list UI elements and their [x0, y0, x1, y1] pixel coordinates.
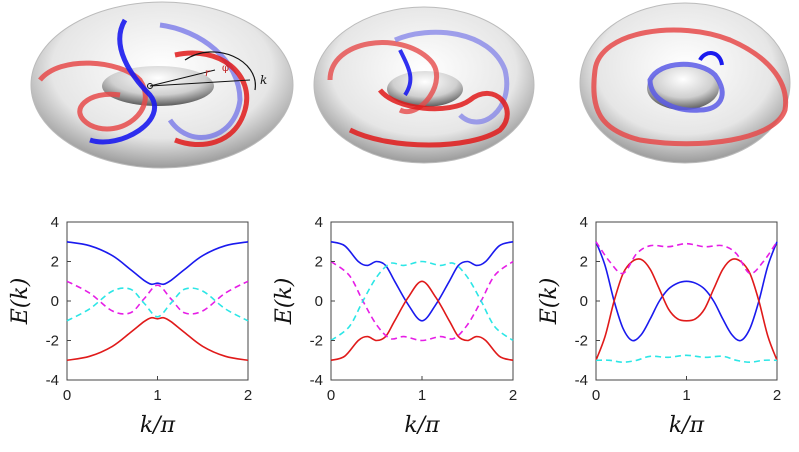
series-red-line [595, 258, 778, 361]
y-axis-label: E(k) [272, 278, 297, 326]
y-tick-label: 0 [580, 293, 588, 310]
series-red-line [66, 316, 249, 362]
x-tick-label: 2 [773, 387, 781, 404]
y-tick-label: 2 [51, 254, 59, 271]
series-group [595, 241, 778, 364]
y-axis-label: E(k) [537, 278, 562, 326]
y-tick-label: -4 [310, 372, 323, 389]
y-tick-label: 2 [315, 254, 323, 271]
series-blue-line [330, 241, 514, 322]
x-tick-label: 1 [682, 387, 690, 404]
k-label: k [260, 73, 267, 87]
x-axis-label: k/π [140, 413, 176, 438]
y-tick-label: 4 [51, 214, 59, 231]
y-tick-label: -4 [575, 372, 588, 389]
x-tick-label: 1 [153, 387, 161, 404]
series-cyan-line [66, 287, 249, 322]
x-tick-label: 0 [327, 387, 335, 404]
y-tick-label: -2 [310, 333, 323, 350]
x-tick-label: 1 [418, 387, 426, 404]
series-cyan-line [330, 260, 514, 342]
plot-panel-1: 0 1 2 -4 -2 0 2 4 k/π E(k) [8, 214, 252, 438]
y-tick-label: -2 [46, 333, 59, 350]
plot-panel-3: 0 1 2 -4 -2 0 2 4 k/π E(k) [537, 214, 781, 438]
x-tick-label: 2 [509, 387, 517, 404]
torus-knot-illustration-3 [579, 2, 791, 164]
r-label: r [205, 68, 211, 79]
y-tick-label: 4 [580, 214, 588, 231]
series-magenta-line [66, 280, 249, 315]
x-axis-label: k/π [669, 413, 705, 438]
x-tick-label: 0 [592, 387, 600, 404]
x-tick-label: 0 [63, 387, 71, 404]
series-cyan-line [595, 354, 778, 364]
series-red-line [330, 280, 514, 362]
y-tick-label: -2 [575, 333, 588, 350]
y-tick-label: 0 [315, 293, 323, 310]
y-tick-label: 0 [51, 293, 59, 310]
x-tick-label: 2 [244, 387, 252, 404]
plot-frame [330, 221, 514, 381]
y-tick-label: 4 [315, 214, 323, 231]
series-blue-line [66, 241, 249, 286]
x-axis-label: k/π [404, 413, 440, 438]
plot-panel-2: 0 1 2 -4 -2 0 2 4 k/π E(k) [272, 214, 517, 438]
series-magenta-line [595, 241, 778, 275]
y-tick-label: -4 [46, 372, 59, 389]
y-axis-label: E(k) [8, 278, 33, 326]
plot-frame [595, 221, 778, 381]
plot-frame [66, 221, 249, 381]
series-blue-line [595, 241, 778, 342]
y-tick-label: 2 [580, 254, 588, 271]
series-group [66, 241, 249, 362]
phi-label: φ [222, 63, 229, 74]
torus-knot-illustration-1: r φ k [30, 1, 294, 169]
torus-knot-illustration-2 [313, 6, 535, 164]
series-group [330, 241, 514, 362]
